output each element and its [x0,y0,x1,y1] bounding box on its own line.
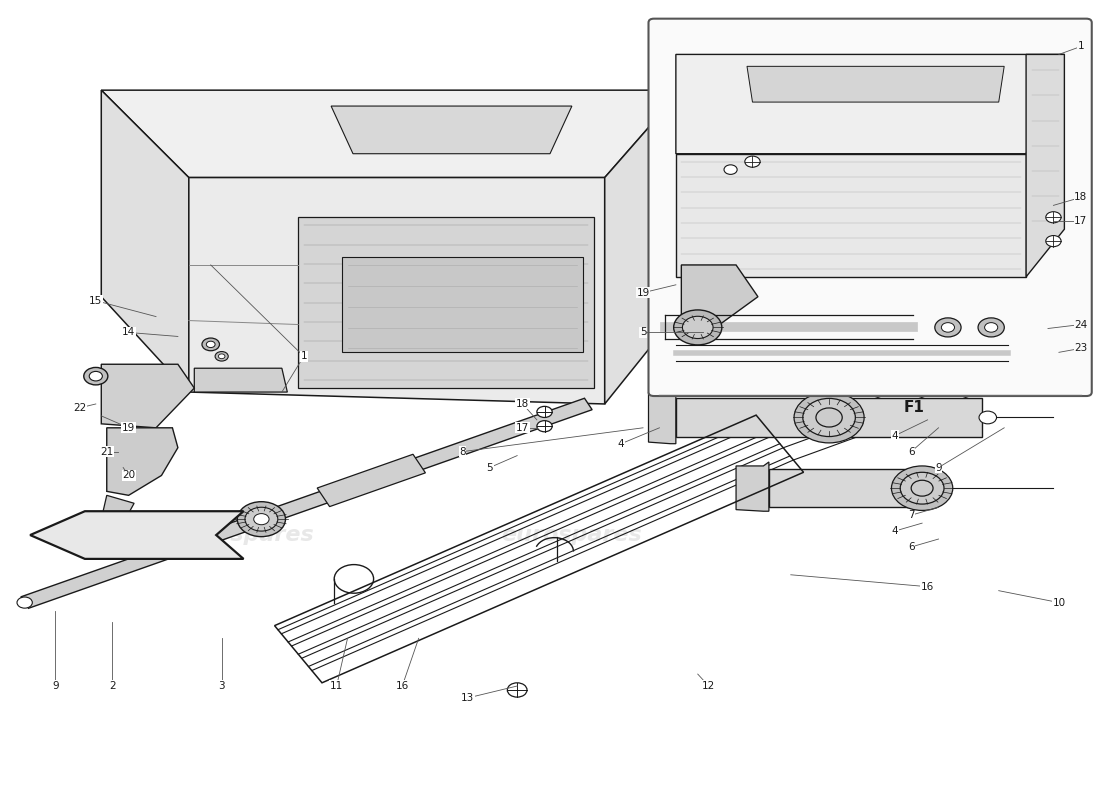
Text: 19: 19 [122,423,135,433]
Text: eurospares: eurospares [502,215,642,235]
Circle shape [978,318,1004,337]
Circle shape [16,597,32,608]
Circle shape [1046,212,1062,223]
Text: 23: 23 [1075,343,1088,354]
Text: 17: 17 [1075,216,1088,226]
Circle shape [724,165,737,174]
Circle shape [935,318,961,337]
Text: 6: 6 [908,542,914,552]
Polygon shape [101,495,134,523]
Circle shape [745,156,760,167]
Text: 19: 19 [637,288,650,298]
Circle shape [816,408,843,427]
Circle shape [207,342,216,347]
Polygon shape [649,388,675,444]
Text: 20: 20 [122,470,135,481]
Polygon shape [736,462,769,511]
Circle shape [900,472,944,504]
Circle shape [682,316,713,338]
Circle shape [219,354,224,358]
Circle shape [984,322,998,332]
Text: FERRARI: FERRARI [428,302,453,307]
Text: 2: 2 [109,681,116,691]
Circle shape [1046,235,1062,246]
Polygon shape [829,398,982,438]
Circle shape [673,310,722,345]
FancyBboxPatch shape [649,18,1091,396]
Text: 14: 14 [122,327,135,338]
Text: 16: 16 [396,681,409,691]
Polygon shape [101,90,189,392]
Text: 3: 3 [219,681,225,691]
Polygon shape [675,398,829,438]
Circle shape [238,502,286,537]
Text: 18: 18 [516,399,529,409]
Text: 11: 11 [330,681,343,691]
Polygon shape [675,154,1026,277]
Text: 18: 18 [1075,193,1088,202]
Circle shape [537,421,552,432]
Polygon shape [1026,54,1065,277]
Circle shape [891,466,953,510]
Text: 6: 6 [908,446,914,457]
Circle shape [202,338,220,350]
Text: 15: 15 [89,296,102,306]
Polygon shape [342,257,583,352]
Circle shape [537,406,552,418]
Circle shape [245,507,278,531]
Polygon shape [30,511,243,559]
Polygon shape [747,66,1004,102]
Circle shape [942,322,955,332]
Circle shape [803,398,856,437]
Text: 7: 7 [908,510,914,520]
Text: 1: 1 [300,351,307,362]
Polygon shape [21,398,592,608]
Polygon shape [298,218,594,388]
Circle shape [216,351,228,361]
Circle shape [507,683,527,697]
Text: eurospares: eurospares [173,525,314,545]
Polygon shape [195,368,287,392]
Polygon shape [317,454,426,506]
Text: 1: 1 [300,351,307,362]
Polygon shape [675,54,1065,154]
Text: 5: 5 [640,327,647,338]
Polygon shape [189,178,605,404]
Text: 22: 22 [73,403,86,413]
Text: eurospares: eurospares [502,525,642,545]
Text: 5: 5 [486,462,493,473]
Circle shape [254,514,270,525]
Polygon shape [101,364,195,428]
Text: F1: F1 [903,400,924,415]
Polygon shape [107,428,178,495]
Text: 8: 8 [459,446,465,457]
Text: 4: 4 [891,430,898,441]
Text: 13: 13 [461,693,474,703]
Text: 4: 4 [891,526,898,536]
Polygon shape [681,265,758,325]
Text: 21: 21 [100,446,113,457]
Text: 4: 4 [618,438,625,449]
Text: 10: 10 [1053,598,1066,607]
Text: 17: 17 [516,423,529,433]
Circle shape [979,411,997,424]
Text: 1: 1 [1078,42,1085,51]
Circle shape [911,480,933,496]
Circle shape [89,371,102,381]
Text: 12: 12 [702,681,715,691]
Circle shape [84,367,108,385]
Circle shape [794,392,865,443]
Polygon shape [331,106,572,154]
Text: eurospares: eurospares [173,215,314,235]
Text: 9: 9 [935,462,942,473]
Polygon shape [769,469,922,507]
Text: 24: 24 [1075,319,1088,330]
Text: 9: 9 [52,681,58,691]
Text: 16: 16 [921,582,934,592]
Polygon shape [605,90,681,404]
Polygon shape [101,90,681,178]
